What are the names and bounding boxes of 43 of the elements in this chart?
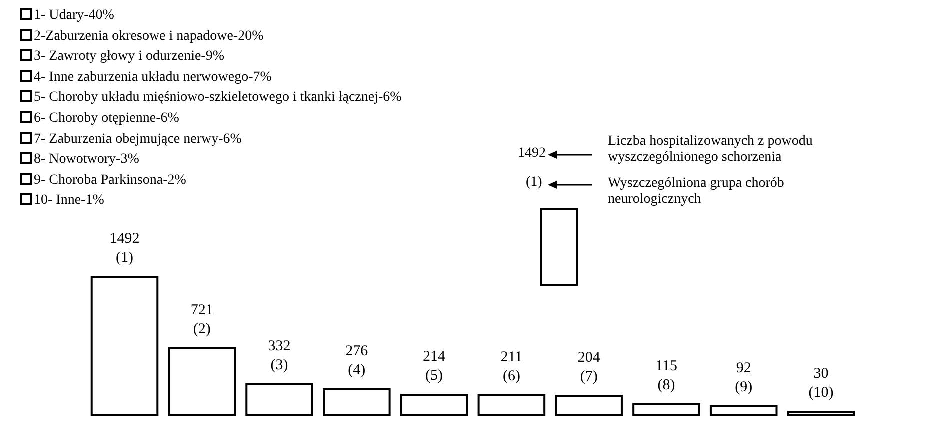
x-tick-label: (4) (348, 362, 366, 378)
bar (632, 403, 700, 416)
x-tick-label: (3) (270, 357, 288, 374)
bar (90, 276, 159, 416)
text: 5- Choroby układu mięśniowo-szkieletowego i tkanki łącznej-6% (34, 90, 402, 106)
x-tick-label: (10) (808, 385, 834, 402)
text: 1- Udary-40% (34, 8, 114, 23)
x-tick-label: (8) (658, 377, 676, 394)
data-label: 214 (423, 349, 446, 366)
data-label: 204 (578, 350, 601, 366)
text: 4- Inne zaburzenia układu nerwowego-7% (34, 70, 272, 85)
data-label: 332 (268, 338, 291, 354)
bar (400, 394, 468, 416)
text: Wyszczególniona grupa chorób neurologicznych (608, 176, 786, 208)
bar (246, 383, 314, 416)
bar (168, 347, 236, 416)
data-label: 211 (500, 349, 523, 366)
bar (710, 405, 778, 416)
data-label: 1492 (110, 231, 140, 247)
bar (478, 394, 546, 416)
text: 6- Choroby otępienne-6% (34, 110, 180, 126)
text: 1492 (518, 146, 546, 162)
x-tick-label: (7) (580, 369, 598, 386)
text: 7- Zaburzenia obejmujące nerwy-6% (34, 132, 242, 147)
bar (323, 388, 391, 416)
text: 8- Nowotwory-3% (34, 152, 140, 168)
data-label: 721 (190, 302, 214, 318)
data-label: 276 (346, 343, 369, 360)
x-tick-label: (5) (426, 368, 444, 384)
x-tick-label: (6) (502, 368, 520, 384)
text: Liczba hospitalizowanych z powodu wyszczególnionego schorzenia (608, 134, 814, 166)
text: 9- Choroba Parkinsona-2% (34, 172, 186, 188)
text: 3- Zawroty głowy i odurzenie-9% (34, 49, 224, 64)
text: 2-Zaburzenia okresowe i napadowe-20% (34, 28, 264, 44)
bar (787, 411, 856, 416)
data-label: 115 (655, 358, 678, 374)
data-label: 30 (814, 366, 829, 382)
text: (1) (526, 175, 542, 191)
x-tick-label: (2) (193, 321, 211, 338)
data-label: 92 (736, 360, 752, 376)
x-tick-label: (9) (735, 379, 753, 396)
bar (555, 395, 623, 416)
text: 10- Inne-1% (34, 193, 104, 208)
